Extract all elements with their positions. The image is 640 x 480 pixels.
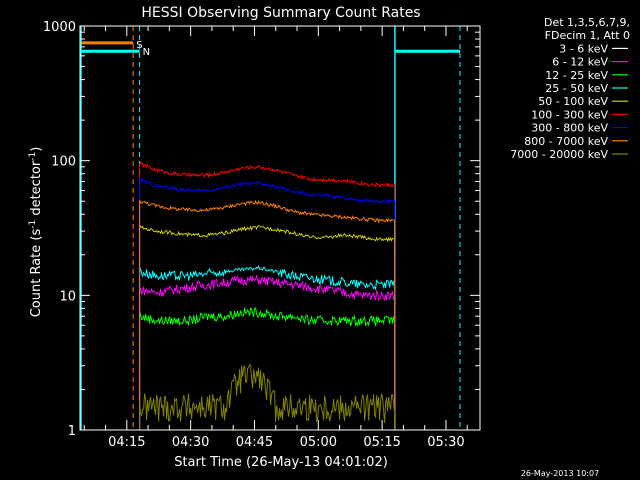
x-tick-label-0430: 04:30 — [172, 435, 209, 450]
series-line-100-300-kev — [139, 161, 396, 431]
legend-label-12-25-kev: 12 - 25 keV — [545, 69, 608, 82]
legend-label-100-300-kev: 100 - 300 keV — [531, 108, 608, 121]
series-line-3-6-kev — [139, 292, 396, 431]
x-tick-label-0515: 05:15 — [363, 435, 400, 450]
x-axis-label: Start Time (26-May-13 04:01:02) — [174, 455, 388, 470]
legend-label-800-7000-kev: 800 - 7000 keV — [524, 135, 608, 148]
axes: 1 10 100 1000 04:15 04:30 04:45 05:00 05:15 05:30 — [43, 20, 481, 450]
series-line-12-25-kev — [139, 307, 396, 431]
y-tick-label-100: 100 — [51, 155, 76, 170]
plot-area: SN — [80, 26, 461, 431]
marker-label-n: N — [143, 47, 150, 58]
legend-label-7000-20000-kev: 7000 - 20000 keV — [510, 148, 608, 161]
series-line-25-50-kev — [139, 264, 396, 431]
legend-label-25-50-kev: 25 - 50 keV — [545, 82, 608, 95]
series-line-300-800-kev — [139, 178, 396, 431]
legend-label-50-100-kev: 50 - 100 keV — [538, 95, 608, 108]
y-tick-label-1: 1 — [68, 424, 76, 439]
series-line-800-7000-kev — [139, 199, 396, 431]
x-tick-label-0530: 05:30 — [427, 435, 464, 450]
series-line-50-100-kev — [139, 225, 396, 431]
footer-timestamp: 26-May-2013 10:07 — [521, 469, 599, 478]
y-tick-label-10: 10 — [59, 289, 76, 304]
legend-label-6-12-kev: 6 - 12 keV — [552, 56, 608, 69]
y-axis-label-main: Count Rate (s — [29, 229, 44, 318]
legend-label-300-800-kev: 300 - 800 keV — [531, 122, 608, 135]
x-tick-label-0415: 04:15 — [108, 435, 145, 450]
legend-header-2: FDecim 1, Att 0 — [545, 29, 630, 42]
svg-text:Count Rate (s-1 detector-1): Count Rate (s-1 detector-1) — [28, 147, 44, 318]
plot-frame — [79, 25, 481, 431]
y-axis-label-mid: detector — [29, 160, 44, 220]
series-line-7000-20000-kev — [139, 364, 396, 431]
y-axis-label-superscript-1: -1 — [28, 220, 38, 229]
legend-label-3-6-kev: 3 - 6 keV — [559, 42, 608, 55]
x-tick-label-0500: 05:00 — [300, 435, 337, 450]
x-tick-label-0445: 04:45 — [236, 435, 273, 450]
series-line-6-12-kev — [139, 274, 396, 431]
legend-header-1: Det 1,3,5,6,7,9, — [544, 16, 630, 29]
y-tick-label-1000: 1000 — [43, 20, 76, 35]
chart-title: HESSI Observing Summary Count Rates — [141, 5, 420, 21]
y-axis-label-superscript-2: -1 — [28, 152, 38, 161]
y-axis-label-end: ) — [29, 147, 44, 152]
legend: Det 1,3,5,6,7,9,FDecim 1, Att 03 - 6 keV… — [510, 16, 630, 161]
y-axis-label: Count Rate (s-1 detector-1) — [28, 147, 44, 318]
